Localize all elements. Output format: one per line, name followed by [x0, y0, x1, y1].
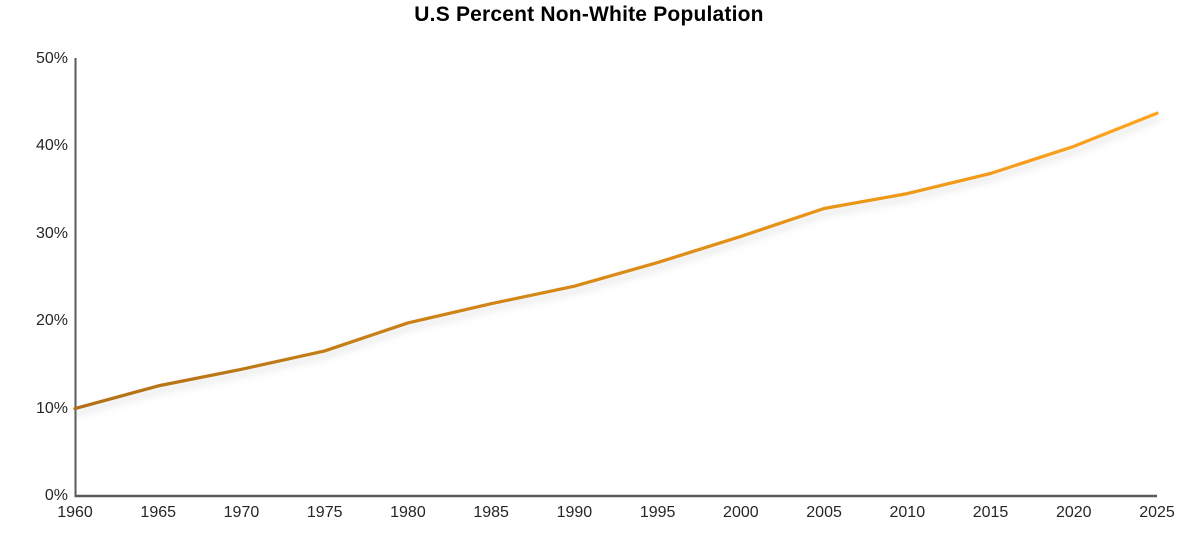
x-tick-label: 1965: [140, 504, 177, 521]
x-tick-label: 1975: [306, 504, 343, 521]
y-tick-label: 10%: [35, 399, 68, 417]
y-tick-label: 0%: [44, 487, 68, 504]
x-tick-label: 2020: [1055, 504, 1092, 521]
y-tick-label: 50%: [35, 50, 68, 67]
x-tick-label: 1995: [639, 504, 676, 521]
x-tick-label: 2000: [723, 504, 759, 521]
y-tick-label: 30%: [35, 224, 68, 242]
chart-title: U.S Percent Non-White Population: [414, 3, 764, 26]
x-tick-label: 2010: [889, 504, 926, 521]
x-tick-label: 2005: [806, 504, 842, 521]
y-tick-label: 40%: [35, 137, 68, 155]
data-line-percent-non-white: [73, 111, 1159, 411]
x-tick-label: 2015: [972, 504, 1009, 521]
x-tick-label: 1980: [390, 504, 426, 521]
x-tick-label: 1960: [57, 504, 93, 521]
y-tick-label: 20%: [35, 312, 68, 330]
x-tick-label: 1985: [473, 504, 509, 521]
x-tick-label: 1970: [223, 504, 260, 521]
x-tick-label: 1990: [556, 504, 593, 521]
x-tick-label: 2025: [1139, 504, 1175, 521]
